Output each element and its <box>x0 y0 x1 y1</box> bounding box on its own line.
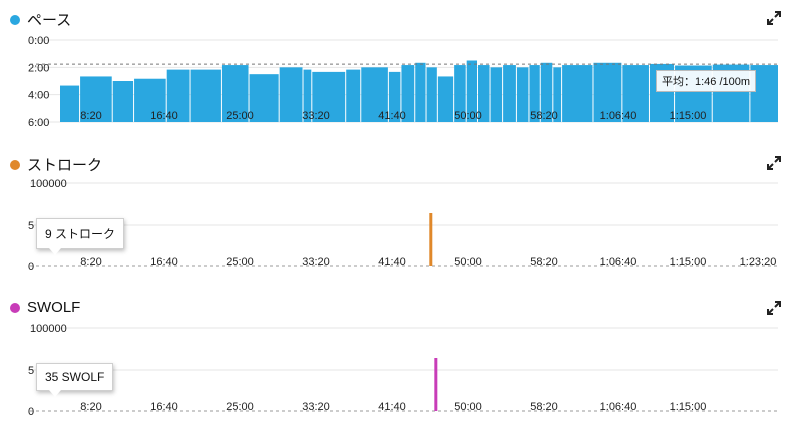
pace-bar <box>553 67 562 122</box>
stroke-x-tick-label: 8:20 <box>80 256 101 268</box>
pace-bar <box>454 65 466 122</box>
swolf-x-tick-label: 50:00 <box>454 401 482 413</box>
pace-y-tick-label: 6:00 <box>28 117 49 129</box>
stroke-panel: ストローク 100000 5 0 8:20 16:40 25:00 33:20 41:40 50… <box>0 145 795 275</box>
pace-y-tick-label: 4:00 <box>28 90 49 102</box>
pace-bar <box>415 62 426 122</box>
swolf-x-tick-label: 1:06:40 <box>600 401 637 413</box>
pace-bar <box>112 81 134 122</box>
pace-y-tick-label: 2:00 <box>28 62 49 74</box>
swolf-chart: 100000 5 0 8:20 16:40 25:00 33:20 41:40 50:00 58:… <box>28 323 778 418</box>
stroke-x-tick-label: 50:00 <box>454 256 482 268</box>
pace-title-text: ペース <box>27 12 72 29</box>
pace-bar <box>477 65 490 122</box>
pace-x-tick-label: 41:40 <box>378 110 406 122</box>
pace-bar <box>249 74 279 122</box>
pace-bar <box>166 69 190 122</box>
pace-x-tick-label: 1:06:40 <box>600 110 637 122</box>
swolf-title: SWOLF <box>10 299 80 316</box>
swolf-x-tick-label: 16:40 <box>150 401 178 413</box>
stroke-title-text: ストローク <box>27 157 103 174</box>
pace-bar <box>490 67 503 122</box>
pace-x-tick-label: 58:20 <box>530 110 558 122</box>
pace-bar <box>437 76 454 122</box>
pace-legend-dot <box>10 14 20 25</box>
pace-bar <box>346 69 361 122</box>
pace-average-label: 平均：1:46 /100m <box>656 70 757 92</box>
pace-x-tick-label: 8:20 <box>80 110 101 122</box>
swolf-title-text: SWOLF <box>27 299 81 316</box>
stroke-y-tick-label: 100000 <box>30 178 67 190</box>
pace-bar <box>516 67 529 122</box>
pace-y-tick-label: 0:00 <box>28 35 49 47</box>
swolf-legend-dot <box>10 302 20 313</box>
stroke-x-tick-label: 16:40 <box>150 256 178 268</box>
expand-icon[interactable] <box>766 10 782 26</box>
stroke-x-tick-label: 1:15:00 <box>670 256 707 268</box>
swolf-x-tick-label: 8:20 <box>80 401 101 413</box>
pace-x-tick-label: 50:00 <box>454 110 482 122</box>
stroke-y-tick-label: 0 <box>28 261 34 273</box>
pace-title: ペース <box>10 9 71 30</box>
pace-x-tick-label: 16:40 <box>150 110 178 122</box>
pace-bar <box>190 69 221 122</box>
stroke-x-tick-label: 25:00 <box>226 256 254 268</box>
stroke-y-tick-label: 5 <box>28 220 34 232</box>
stroke-x-tick-label: 33:20 <box>302 256 330 268</box>
stroke-tooltip: 9 ストローク <box>36 218 125 255</box>
stroke-x-tick-label: 1:23:20 <box>740 256 777 268</box>
pace-bar <box>80 76 112 122</box>
pace-bar <box>134 78 166 122</box>
stroke-legend-dot <box>10 159 20 170</box>
pace-bar <box>622 65 649 122</box>
pace-bar <box>529 65 540 122</box>
pace-bar <box>303 69 312 122</box>
pace-panel: ペース 0:00 2:00 4:00 6:00 8:20 16:40 25:00 33:20 4… <box>0 0 795 130</box>
pace-bar <box>562 65 593 122</box>
swolf-x-tick-label: 25:00 <box>226 401 254 413</box>
swolf-x-tick-label: 41:40 <box>378 401 406 413</box>
swolf-x-tick-label: 33:20 <box>302 401 330 413</box>
swolf-y-tick-label: 100000 <box>30 323 67 335</box>
swolf-panel: SWOLF 100000 5 0 8:20 16:40 25:00 33:20 41:40 50… <box>0 290 795 430</box>
pace-bar <box>221 65 249 122</box>
stroke-bar <box>429 213 433 266</box>
pace-bar <box>593 62 622 122</box>
pace-bar <box>312 71 346 122</box>
pace-x-tick-label: 25:00 <box>226 110 254 122</box>
pace-bar <box>388 71 401 122</box>
stroke-x-tick-label: 1:06:40 <box>600 256 637 268</box>
pace-x-tick-label: 1:15:00 <box>670 110 707 122</box>
expand-icon[interactable] <box>766 300 782 316</box>
pace-bar <box>466 60 477 122</box>
pace-bar <box>540 62 553 122</box>
swolf-x-tick-label: 1:15:00 <box>670 401 707 413</box>
stroke-x-tick-label: 41:40 <box>378 256 406 268</box>
pace-x-tick-label: 33:20 <box>302 110 330 122</box>
pace-bar <box>361 67 388 122</box>
pace-bar <box>503 65 516 122</box>
stroke-chart: 100000 5 0 8:20 16:40 25:00 33:20 41:40 50:00 58:… <box>28 178 778 273</box>
swolf-y-tick-label: 0 <box>28 406 34 418</box>
stroke-x-tick-label: 58:20 <box>530 256 558 268</box>
swolf-y-tick-label: 5 <box>28 365 34 377</box>
swolf-x-tick-label: 58:20 <box>530 401 558 413</box>
expand-icon[interactable] <box>766 155 782 171</box>
pace-bar <box>426 67 437 122</box>
stroke-title: ストローク <box>10 154 102 175</box>
pace-bar <box>279 67 303 122</box>
pace-chart: 0:00 2:00 4:00 6:00 8:20 16:40 25:00 33:20 41:40… <box>28 35 778 129</box>
pace-bar <box>60 85 80 122</box>
swolf-tooltip: 35 SWOLF <box>36 363 114 397</box>
pace-bar <box>401 65 415 122</box>
swolf-bar <box>434 358 438 411</box>
